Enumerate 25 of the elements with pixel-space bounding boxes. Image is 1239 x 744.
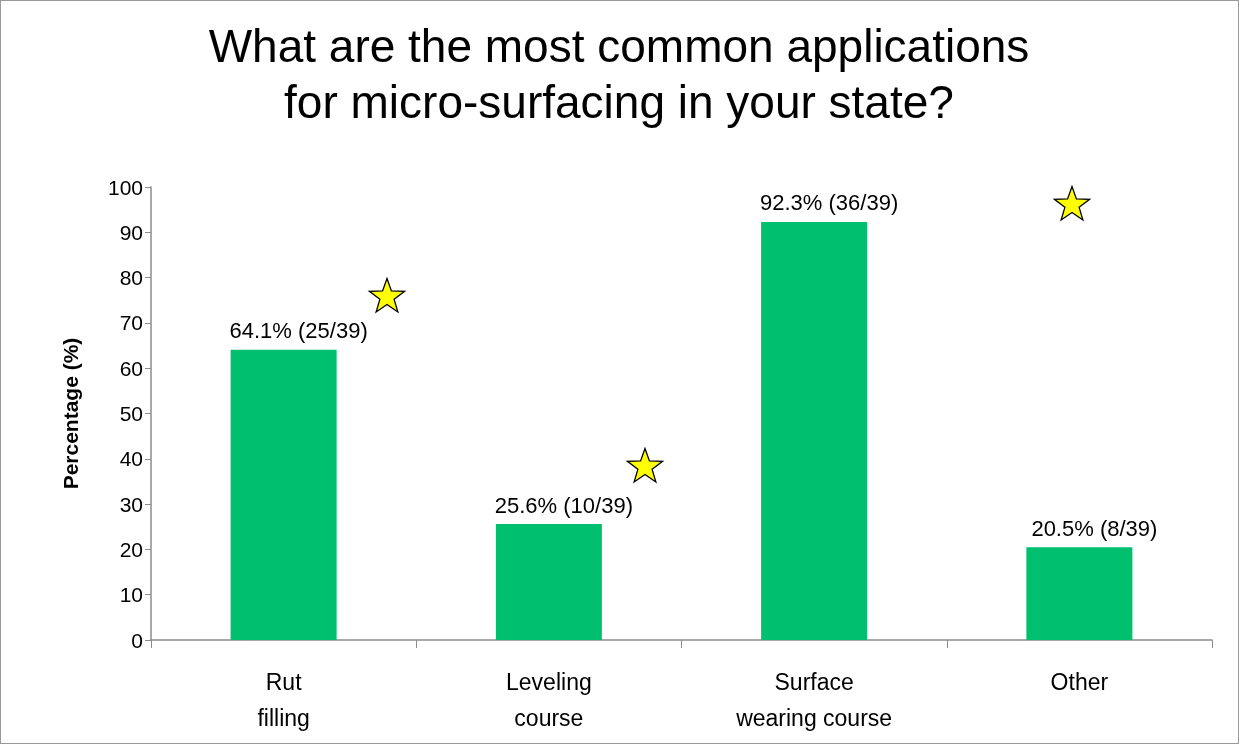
y-tick-label: 90 bbox=[119, 220, 143, 244]
x-tick-label: Other bbox=[1050, 669, 1109, 695]
data-label: 64.1% (25/39) bbox=[229, 318, 368, 344]
y-tick-label: 0 bbox=[131, 628, 143, 652]
data-label: 25.6% (10/39) bbox=[494, 492, 633, 518]
y-tick-label: 10 bbox=[119, 583, 143, 607]
y-tick-label: 40 bbox=[119, 447, 143, 471]
y-tick-label: 60 bbox=[119, 356, 143, 380]
data-label: 20.5% (8/39) bbox=[1031, 515, 1158, 541]
bar bbox=[230, 349, 337, 640]
y-tick-label: 20 bbox=[119, 537, 143, 561]
data-label: 92.3% (36/39) bbox=[760, 190, 899, 216]
x-tick-label: Rut filling bbox=[257, 669, 310, 731]
x-tick-label: Surface wearing course bbox=[735, 669, 893, 731]
bar bbox=[495, 524, 602, 640]
y-tick-label: 80 bbox=[119, 266, 143, 290]
x-tick-label: Leveling course bbox=[506, 669, 592, 731]
y-tick-label: 30 bbox=[119, 492, 143, 516]
bar bbox=[1026, 547, 1133, 640]
y-tick-label: 70 bbox=[119, 311, 143, 335]
chart-title: What are the most common applications for micro-surfacing in your state? bbox=[208, 20, 1030, 128]
y-tick-label: 50 bbox=[119, 402, 143, 425]
bar bbox=[761, 221, 868, 640]
y-tick-label: 100 bbox=[107, 175, 143, 199]
y-axis-title: Percentage (%) bbox=[59, 337, 82, 490]
